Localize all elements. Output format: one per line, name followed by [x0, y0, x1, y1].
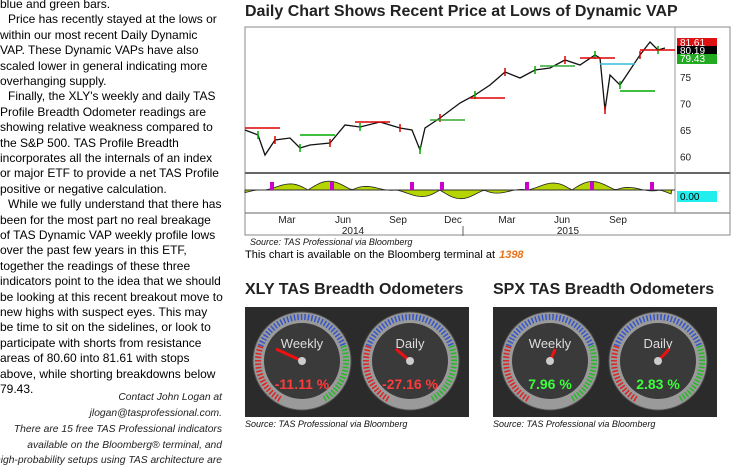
- month-label: Mar: [498, 215, 516, 226]
- paragraph-line: of TAS Dynamic VAP weekly profile lows: [0, 228, 216, 242]
- paragraph-line: the S&P 500. TAS Profile Breadth: [0, 135, 179, 150]
- gauge-hub: [654, 357, 662, 365]
- contact-line: Contact John Logan at: [118, 392, 222, 403]
- indicator-tag-box: [677, 191, 717, 202]
- gauge-label: Daily: [396, 336, 425, 351]
- paragraph-line: within our most recent Daily Dynamic: [0, 27, 198, 42]
- terminal-code: 1398: [499, 249, 524, 261]
- paragraph-line: Profile Breadth Odometer readings are: [0, 104, 207, 119]
- gauge-scale: [365, 314, 455, 348]
- price-tag: 81.61: [680, 38, 705, 49]
- month-label: Sep: [609, 215, 627, 226]
- chart-frame: [244, 26, 731, 236]
- month-label: Jun: [554, 215, 570, 226]
- indicator-bar: [410, 182, 414, 190]
- indicator-tag: 0.00: [680, 192, 700, 203]
- indicator-bar: [650, 182, 654, 190]
- paragraph-line: incorporates all the internals of an ind…: [0, 151, 213, 165]
- chart-title: Daily Chart Shows Recent Price at Lows o…: [245, 3, 678, 20]
- price-tick-label: 65: [680, 126, 692, 137]
- paragraph-line: be looking at this recent breakout move …: [0, 289, 223, 304]
- paragraph-line: been for the most part no real breakage: [0, 212, 211, 227]
- indicator-bar: [525, 182, 529, 190]
- gauge-value: -27.16 %: [382, 376, 439, 392]
- gauge-scale: [505, 314, 595, 348]
- price-tick-label: 70: [680, 100, 692, 111]
- paragraph-line: showing relative weakness compared to: [0, 120, 213, 135]
- gauge-hub: [546, 357, 554, 365]
- odometer-title: SPX TAS Breadth Odometers: [493, 281, 715, 298]
- paragraph-line: blue and green bars.: [0, 0, 111, 11]
- paragraph-line: participate with shorts from resistance: [0, 335, 202, 350]
- month-label: Dec: [444, 215, 462, 226]
- footer-line: There are 15 free TAS Professional indic…: [13, 424, 222, 435]
- gauge-value: -11.11 %: [275, 376, 330, 392]
- paragraph-line: or major ETF to provide a net TAS Profil…: [0, 166, 219, 181]
- gauge-value: 7.96 %: [528, 376, 572, 392]
- paragraph-line: 79.43.: [0, 382, 34, 396]
- year-label: 2014: [342, 226, 365, 237]
- odometer-title: XLY TAS Breadth Odometers: [245, 281, 464, 298]
- indicator-bar: [330, 182, 334, 190]
- indicator-bar: [440, 182, 444, 190]
- indicator-bar: [270, 182, 274, 190]
- odometer-source: Source: TAS Professional via Bloomberg: [493, 419, 656, 429]
- gauge-scale: [257, 314, 347, 348]
- gauge-label: Weekly: [281, 336, 324, 351]
- gauge-label: Daily: [644, 336, 673, 351]
- availability: This chart is available on the Bloomberg…: [245, 249, 524, 261]
- footer-line: high-probability setups using TAS archit…: [0, 455, 222, 466]
- price-tick-label: 75: [680, 73, 692, 84]
- paragraph-line: areas of 80.60 into 81.61 with stops: [0, 351, 190, 366]
- chart-source: Source: TAS Professional via Bloomberg: [250, 237, 413, 247]
- gauge-needle: [275, 347, 303, 363]
- paragraph-line: above, while shorting breakdowns below: [0, 366, 216, 381]
- contact-line: jlogan@tasprofessional.com.: [89, 407, 222, 419]
- paragraph-line: be time to sit on the sidelines, or look…: [0, 320, 211, 335]
- paragraph-line: over the past few years in this ETF,: [0, 243, 187, 258]
- paragraph-line: indicators point to the idea that we sho…: [0, 274, 221, 289]
- price-tag-box: [677, 54, 717, 64]
- availability-text: This chart is available on the Bloomberg…: [245, 249, 496, 261]
- gauge-hub: [406, 357, 414, 365]
- gauge-label: Weekly: [529, 336, 572, 351]
- gauge-scale: [613, 314, 703, 348]
- paragraph-line: Finally, the XLY's weekly and daily TAS: [8, 89, 216, 104]
- month-label: Sep: [389, 215, 407, 226]
- paragraph-line: scaled lower in general indicating more: [0, 58, 208, 73]
- paragraph-line: positive or negative calculation.: [0, 181, 167, 196]
- price-tag: 80.19: [680, 46, 705, 57]
- month-label: Jun: [335, 215, 351, 226]
- price-tag: 79.43: [680, 54, 705, 65]
- year-label: 2015: [557, 226, 580, 237]
- paragraph-line: overhanging supply.: [0, 74, 107, 88]
- price-tick-label: 60: [680, 153, 692, 164]
- paragraph-line: Price has recently stayed at the lows or: [8, 12, 217, 27]
- month-label: Mar: [278, 215, 296, 226]
- indicator-bar: [590, 182, 594, 190]
- paragraph-line: new highs with suspect eyes. This may: [0, 305, 208, 319]
- footer-line: available on the Bloomberg® terminal, an…: [27, 439, 222, 451]
- gauge-hub: [298, 357, 306, 365]
- paragraph-line: While we fully understand that there has: [8, 197, 222, 212]
- paragraph-line: together the readings of these three: [0, 258, 191, 273]
- gauge-value: 2.83 %: [636, 376, 680, 392]
- price-tag-box: [677, 46, 717, 56]
- paragraph-line: VAP. These Dynamic VAPs have also: [0, 43, 199, 58]
- price-tag-box: [677, 38, 717, 48]
- odometer-source: Source: TAS Professional via Bloomberg: [245, 419, 408, 429]
